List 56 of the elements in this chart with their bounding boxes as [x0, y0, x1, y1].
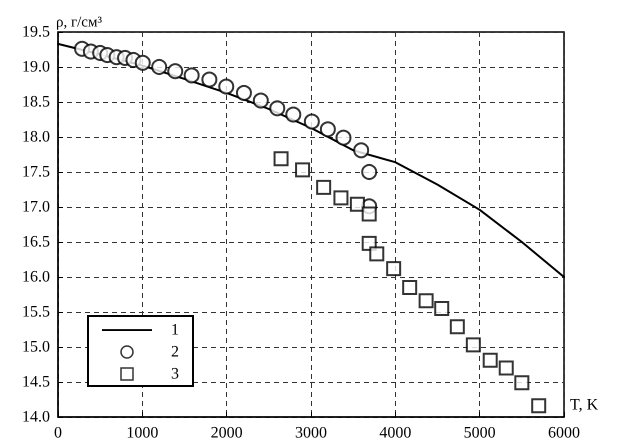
y-tick-label: 15.5	[22, 304, 50, 320]
x-tick-label: 2000	[210, 424, 243, 442]
point	[450, 319, 465, 334]
x-tick-label: 0	[54, 424, 62, 442]
point	[531, 398, 546, 414]
point	[482, 352, 498, 368]
point	[236, 84, 252, 101]
point	[335, 130, 352, 146]
point	[252, 92, 269, 109]
point	[498, 360, 514, 376]
x-axis-title: T, K	[570, 396, 599, 414]
point	[184, 67, 200, 84]
point	[304, 114, 320, 130]
point	[402, 280, 418, 295]
point	[418, 293, 434, 308]
y-axis-title: ρ, г/см³	[56, 14, 102, 30]
x-tick-label: 4000	[379, 424, 412, 442]
point	[353, 142, 370, 158]
x-tick-label: 1000	[126, 424, 158, 442]
x-tick-label: 3000	[295, 424, 327, 442]
point	[269, 100, 286, 116]
point	[316, 180, 332, 195]
y-tick-label: 18.5	[22, 94, 50, 110]
point	[201, 72, 218, 88]
point	[350, 196, 365, 212]
point	[285, 106, 302, 123]
y-tick-label: 19.5	[22, 24, 50, 40]
x-tick-label: 5000	[464, 424, 496, 442]
legend-label: 1	[171, 322, 179, 338]
point	[466, 337, 481, 352]
point	[514, 375, 530, 390]
legend-label: 3	[171, 366, 179, 382]
point	[218, 78, 234, 95]
y-tick-label: 19.0	[22, 58, 50, 76]
y-tick-label: 17.0	[22, 198, 50, 216]
y-tick-label: 18.0	[22, 128, 50, 146]
point	[386, 261, 402, 276]
y-tick-label: 17.5	[22, 164, 50, 180]
y-tick-label: 16.5	[22, 234, 50, 250]
y-tick-label: 14.5	[22, 374, 50, 390]
y-tick-label: 15.0	[22, 338, 50, 356]
point	[362, 206, 377, 222]
point	[320, 121, 336, 138]
point	[434, 301, 450, 316]
point	[333, 190, 348, 206]
y-tick-label: 14.0	[22, 408, 50, 426]
legend-label: 2	[171, 344, 179, 360]
point	[369, 246, 384, 262]
x-tick-label: 6000	[548, 424, 580, 442]
point	[274, 151, 289, 166]
y-tick-label: 16.0	[22, 268, 50, 286]
point	[151, 59, 168, 75]
point	[295, 162, 310, 178]
point	[167, 63, 184, 80]
point	[134, 54, 151, 71]
point	[361, 164, 378, 180]
